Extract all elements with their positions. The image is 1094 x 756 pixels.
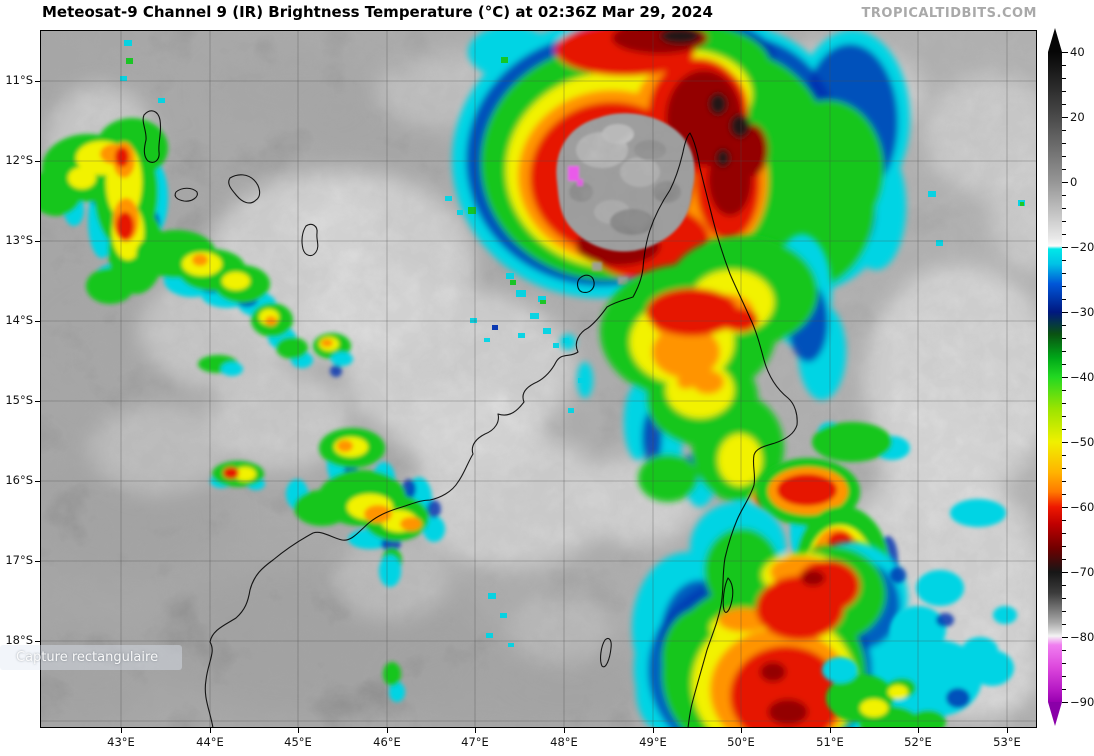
y-axis-tick: [35, 81, 40, 82]
cells-right-bottom: [822, 499, 1017, 742]
storm-left-band: [30, 118, 313, 368]
x-axis-tick: [210, 728, 211, 733]
y-tick-label: 12°S: [5, 153, 33, 167]
x-axis-tick: [653, 728, 654, 733]
colorbar-arrow-bottom: [1048, 702, 1062, 726]
x-tick-label: 47°E: [461, 735, 489, 749]
y-axis-tick: [35, 161, 40, 162]
storm-northeast-madagascar: [560, 234, 846, 510]
colorbar-label: −60: [1062, 500, 1094, 514]
colorbar-label: 20: [1062, 110, 1094, 124]
colorbar-label: −20: [1062, 240, 1094, 254]
colorbar-label: −50: [1062, 435, 1094, 449]
y-axis-tick: [35, 641, 40, 642]
y-tick-label: 14°S: [5, 313, 33, 327]
y-tick-label: 17°S: [5, 553, 33, 567]
island-moheli: [174, 187, 198, 202]
x-tick-label: 48°E: [550, 735, 578, 749]
scattered-specks: [120, 40, 1025, 647]
coastline-madagascar: [204, 132, 798, 729]
y-tick-label: 11°S: [5, 73, 33, 87]
y-axis-tick: [35, 561, 40, 562]
colorbar-label: −70: [1062, 565, 1094, 579]
x-axis-tick: [387, 728, 388, 733]
x-tick-label: 46°E: [373, 735, 401, 749]
coastlines: [142, 110, 798, 729]
page-title: Meteosat-9 Channel 9 (IR) Brightness Tem…: [42, 3, 713, 21]
island-anjouan: [228, 174, 261, 204]
x-axis-tick: [121, 728, 122, 733]
x-tick-label: 43°E: [107, 735, 135, 749]
x-axis-tick: [475, 728, 476, 733]
y-tick-label: 16°S: [5, 473, 33, 487]
x-axis-tick: [741, 728, 742, 733]
x-tick-label: 51°E: [816, 735, 844, 749]
y-axis-tick: [35, 241, 40, 242]
satellite-map: [0, 0, 1070, 756]
island-nosy-be: [577, 274, 595, 293]
colorbar-label: 40: [1062, 45, 1094, 59]
colorbar-label: 0: [1062, 175, 1094, 189]
watermark: TROPICALTIDBITS.COM: [861, 6, 1037, 21]
y-axis-tick: [35, 481, 40, 482]
x-tick-label: 50°E: [727, 735, 755, 749]
x-tick-label: 53°E: [993, 735, 1021, 749]
y-tick-label: 13°S: [5, 233, 33, 247]
island-sainte-marie: [722, 577, 734, 613]
y-axis-tick: [35, 401, 40, 402]
island-grande-comore: [142, 110, 162, 163]
colorbar-arrow-top: [1048, 28, 1062, 52]
colorbar-label: −80: [1062, 630, 1094, 644]
y-axis-tick: [35, 321, 40, 322]
satellite-image: [0, 0, 1070, 756]
storm-center-cells: [198, 333, 445, 702]
x-tick-label: 45°E: [284, 735, 312, 749]
island-mayotte: [301, 223, 319, 257]
x-tick-label: 44°E: [196, 735, 224, 749]
colorbar-minor-ticks: [1062, 52, 1066, 703]
colorbar-gradient: [1048, 52, 1062, 702]
x-tick-label: 52°E: [904, 735, 932, 749]
storm-main-overshoot-core: [556, 113, 695, 285]
colorbar-label: −90: [1062, 695, 1094, 709]
coldest-pixel-magenta: [568, 166, 579, 181]
y-tick-label: 18°S: [5, 633, 33, 647]
x-tick-label: 49°E: [639, 735, 667, 749]
colorbar-label: −40: [1062, 370, 1094, 384]
x-axis-tick: [298, 728, 299, 733]
islet-southwest: [600, 637, 612, 668]
colorbar-label: −30: [1062, 305, 1094, 319]
x-axis-tick: [1007, 728, 1008, 733]
y-tick-label: 15°S: [5, 393, 33, 407]
x-axis-tick: [918, 728, 919, 733]
graticule: [40, 30, 1037, 728]
x-axis-tick: [564, 728, 565, 733]
capture-tool-tooltip: Capture rectangulaire: [0, 645, 182, 670]
x-axis-tick: [830, 728, 831, 733]
